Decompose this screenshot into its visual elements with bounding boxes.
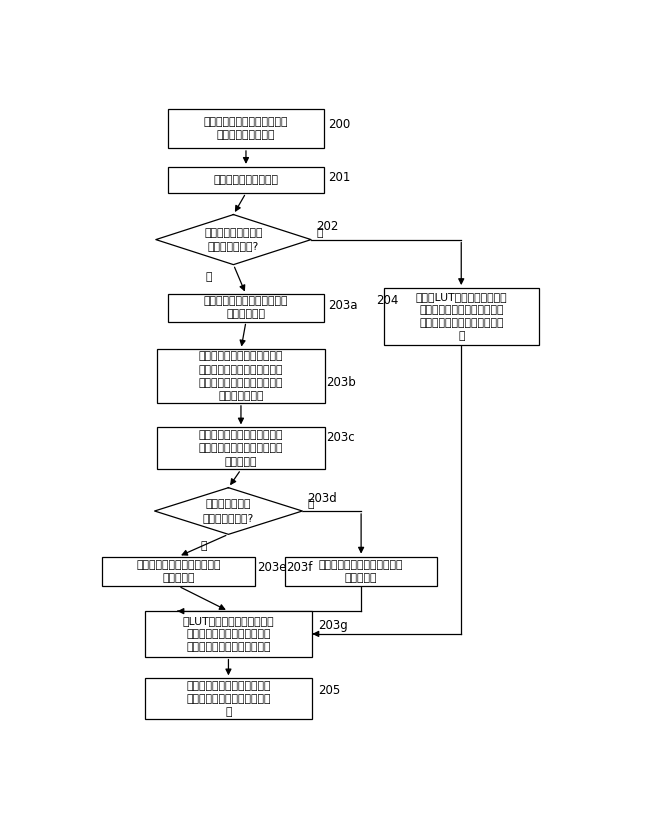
Text: 获取所述待显示内容中每个像
素点的实际灰度值，根据预设
修正规则将所述实际灰度值调
整为修正灰度值: 获取所述待显示内容中每个像 素点的实际灰度值，根据预设 修正规则将所述实际灰度值…: [199, 352, 283, 401]
FancyBboxPatch shape: [145, 611, 312, 656]
FancyBboxPatch shape: [157, 349, 325, 403]
Text: 是: 是: [205, 272, 212, 282]
Text: 是: 是: [200, 541, 207, 551]
Text: 获取墨水屏的当前温度: 获取墨水屏的当前温度: [213, 175, 278, 185]
Text: 否: 否: [316, 228, 322, 238]
Text: 否: 否: [307, 499, 314, 509]
FancyBboxPatch shape: [169, 109, 324, 148]
Text: 当前温度是否小于预
设的第一温度值?: 当前温度是否小于预 设的第一温度值?: [204, 228, 263, 251]
Text: 203f: 203f: [286, 561, 313, 574]
Text: 203d: 203d: [307, 492, 337, 504]
Text: 在所述对应关系表中查找对应
所述修正灰度值的温度，作为
修正温度值: 在所述对应关系表中查找对应 所述修正灰度值的温度，作为 修正温度值: [199, 430, 283, 467]
Text: 205: 205: [318, 684, 341, 697]
FancyBboxPatch shape: [384, 288, 539, 345]
Text: 将所述初始温度值确定为所述
第二温度值: 将所述初始温度值确定为所述 第二温度值: [136, 559, 221, 583]
Text: 203c: 203c: [326, 432, 355, 444]
Text: 200: 200: [329, 119, 351, 131]
Text: 201: 201: [329, 170, 351, 184]
Text: 将所述修正温度值确定为所述
第二温度值: 将所述修正温度值确定为所述 第二温度值: [319, 559, 403, 583]
Polygon shape: [154, 488, 302, 534]
Text: 在所述LUT表中根据所述当前
温度及待显示内容的灰度值，
查表确定所述墨水屏的驱动波
形: 在所述LUT表中根据所述当前 温度及待显示内容的灰度值， 查表确定所述墨水屏的驱…: [415, 291, 507, 342]
Text: 修正温度值是否
大于初始温度值?: 修正温度值是否 大于初始温度值?: [203, 499, 254, 523]
FancyBboxPatch shape: [102, 556, 255, 586]
FancyBboxPatch shape: [157, 428, 325, 469]
FancyBboxPatch shape: [169, 167, 324, 193]
Text: 预设一不低于所述第一温度值
的初始温度值: 预设一不低于所述第一温度值 的初始温度值: [203, 296, 288, 320]
Text: 203b: 203b: [326, 376, 356, 389]
Text: 203g: 203g: [318, 619, 348, 632]
Text: 在LUT表中根据所述第二温度
值及待显示内容的灰度值，查
表确定所述墨水屏的驱动波形: 在LUT表中根据所述第二温度 值及待显示内容的灰度值，查 表确定所述墨水屏的驱动…: [183, 615, 275, 652]
Text: 基于驱动波形预先建立灰度值
和温度的对应关系表: 基于驱动波形预先建立灰度值 和温度的对应关系表: [203, 117, 288, 140]
Text: 202: 202: [316, 220, 339, 233]
FancyBboxPatch shape: [145, 678, 312, 719]
Text: 204: 204: [376, 294, 399, 306]
Text: 203a: 203a: [329, 299, 358, 311]
Polygon shape: [156, 215, 311, 265]
FancyBboxPatch shape: [169, 294, 324, 321]
Text: 203e: 203e: [258, 561, 287, 574]
Text: 使用查表确定的所述驱动波形
驱动所述墨水屏显示待显示内
容: 使用查表确定的所述驱动波形 驱动所述墨水屏显示待显示内 容: [186, 681, 271, 717]
FancyBboxPatch shape: [285, 556, 437, 586]
